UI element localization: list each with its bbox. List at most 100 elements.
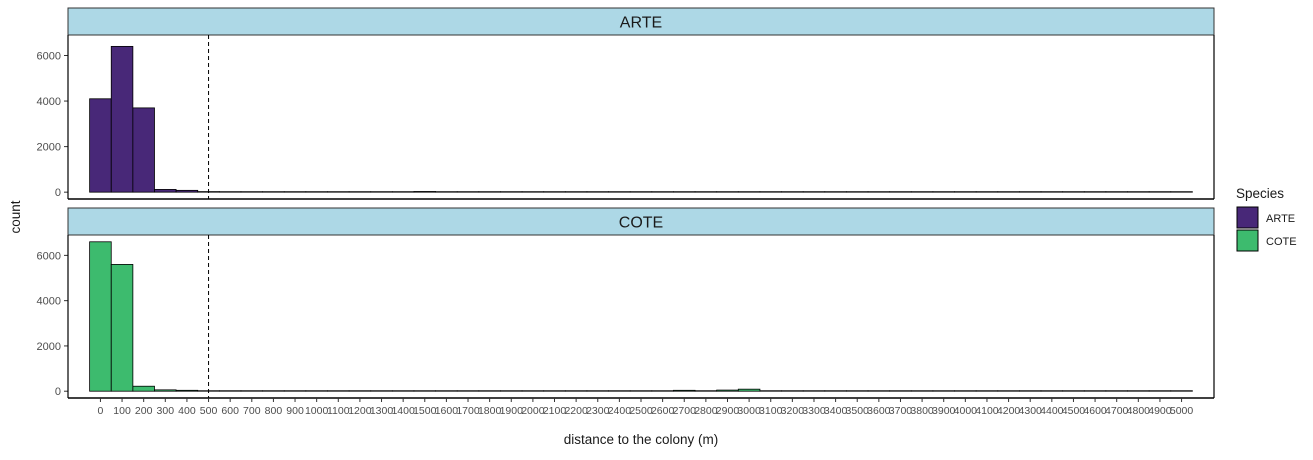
x-tick-label: 4900 <box>1148 405 1172 417</box>
x-tick-label: 2900 <box>716 405 740 417</box>
y-tick-label: 4000 <box>37 96 61 108</box>
histogram-bar <box>954 191 977 193</box>
histogram-bar <box>1170 191 1193 193</box>
histogram-bar <box>262 191 285 193</box>
histogram-bar <box>218 390 242 392</box>
x-tick-label: 200 <box>135 405 153 417</box>
histogram-bar <box>889 191 912 193</box>
histogram-bar <box>543 390 566 392</box>
facet-strip-label: COTE <box>619 215 663 232</box>
histogram-bar <box>997 191 1020 193</box>
histogram-bar <box>240 390 264 392</box>
histogram-bar <box>846 191 869 193</box>
histogram-bar <box>932 191 955 193</box>
y-tick-label: 0 <box>55 386 61 398</box>
histogram-bar <box>305 191 328 193</box>
histogram-bar <box>694 390 718 392</box>
histogram-bar <box>1105 390 1128 392</box>
x-tick-label: 3200 <box>781 405 805 417</box>
x-tick-label: 1800 <box>478 405 502 417</box>
histogram-bar <box>1127 390 1150 392</box>
histogram-bar <box>262 390 285 392</box>
histogram-bar <box>846 390 869 392</box>
histogram-bar <box>737 191 761 193</box>
histogram-bar <box>802 390 826 392</box>
histogram-bar <box>413 191 436 193</box>
histogram-bar <box>759 390 782 392</box>
histogram-bar <box>586 191 609 193</box>
x-tick-label: 1200 <box>348 405 372 417</box>
y-tick-label: 4000 <box>37 296 61 308</box>
histogram-bar <box>737 388 761 392</box>
facet-strip <box>67 207 1215 236</box>
histogram-bar <box>435 390 458 392</box>
x-tick-label: 800 <box>265 405 283 417</box>
x-tick-label: 1600 <box>435 405 459 417</box>
histogram-bar <box>1083 390 1107 392</box>
y-tick-label: 2000 <box>37 341 61 353</box>
histogram-bar <box>89 241 112 392</box>
legend-swatch <box>1236 229 1259 252</box>
histogram-bar <box>586 390 609 392</box>
x-axis-title: distance to the colony (m) <box>564 432 719 447</box>
histogram-bar <box>89 98 112 193</box>
x-tick-label: 2300 <box>586 405 610 417</box>
histogram-bar <box>1018 390 1042 392</box>
histogram-bar <box>110 45 134 193</box>
x-tick-label: 3600 <box>867 405 891 417</box>
x-tick-label: 2800 <box>694 405 718 417</box>
histogram-bar <box>218 191 242 193</box>
histogram-bar <box>1105 191 1128 193</box>
x-tick-label: 1000 <box>305 405 329 417</box>
x-tick-label: 2100 <box>543 405 567 417</box>
x-tick-label: 100 <box>113 405 131 417</box>
x-tick-label: 4800 <box>1127 405 1151 417</box>
histogram-bar <box>975 191 999 193</box>
histogram-bar <box>1083 191 1107 193</box>
legend-swatch <box>1236 206 1259 229</box>
x-tick-label: 3500 <box>846 405 870 417</box>
histogram-bar <box>521 191 545 193</box>
histogram-bar <box>175 189 199 193</box>
x-tick-label: 4600 <box>1083 405 1107 417</box>
histogram-bar <box>1040 191 1064 193</box>
histogram-bar <box>283 191 307 193</box>
x-tick-label: 1900 <box>500 405 524 417</box>
histogram-bar <box>543 191 566 193</box>
x-tick-label: 4300 <box>1019 405 1043 417</box>
histogram-bar <box>781 191 804 193</box>
x-tick-label: 3800 <box>910 405 934 417</box>
x-tick-label: 2200 <box>564 405 588 417</box>
histogram-bar <box>889 390 912 392</box>
histogram-bar <box>283 390 307 392</box>
x-tick-label: 600 <box>221 405 239 417</box>
histogram-bar <box>910 191 934 193</box>
histogram-bar <box>154 189 177 193</box>
histogram-bar <box>500 390 523 392</box>
histogram-bar <box>932 390 955 392</box>
histogram-bar <box>867 191 891 193</box>
legend-label: COTE <box>1266 236 1297 248</box>
histogram-bar <box>781 390 804 392</box>
histogram-bar <box>997 390 1020 392</box>
histogram-bar <box>413 390 436 392</box>
y-tick-label: 2000 <box>37 142 61 154</box>
x-tick-label: 300 <box>157 405 175 417</box>
x-tick-label: 2400 <box>608 405 632 417</box>
legend-label: ARTE <box>1266 213 1295 225</box>
x-tick-label: 1300 <box>370 405 394 417</box>
histogram-bar <box>327 191 350 193</box>
x-tick-label: 4500 <box>1062 405 1086 417</box>
x-tick-label: 900 <box>286 405 304 417</box>
histogram-bar <box>759 191 782 193</box>
histogram-bar <box>110 264 134 392</box>
x-tick-label: 4100 <box>975 405 999 417</box>
histogram-bar <box>175 389 199 392</box>
x-tick-label: 3400 <box>824 405 848 417</box>
facet-strip-label: ARTE <box>620 15 662 32</box>
x-tick-label: 700 <box>243 405 261 417</box>
histogram-bar <box>1170 390 1193 392</box>
histogram-bar <box>629 191 653 193</box>
x-tick-label: 2000 <box>521 405 545 417</box>
histogram-bar <box>651 390 674 392</box>
